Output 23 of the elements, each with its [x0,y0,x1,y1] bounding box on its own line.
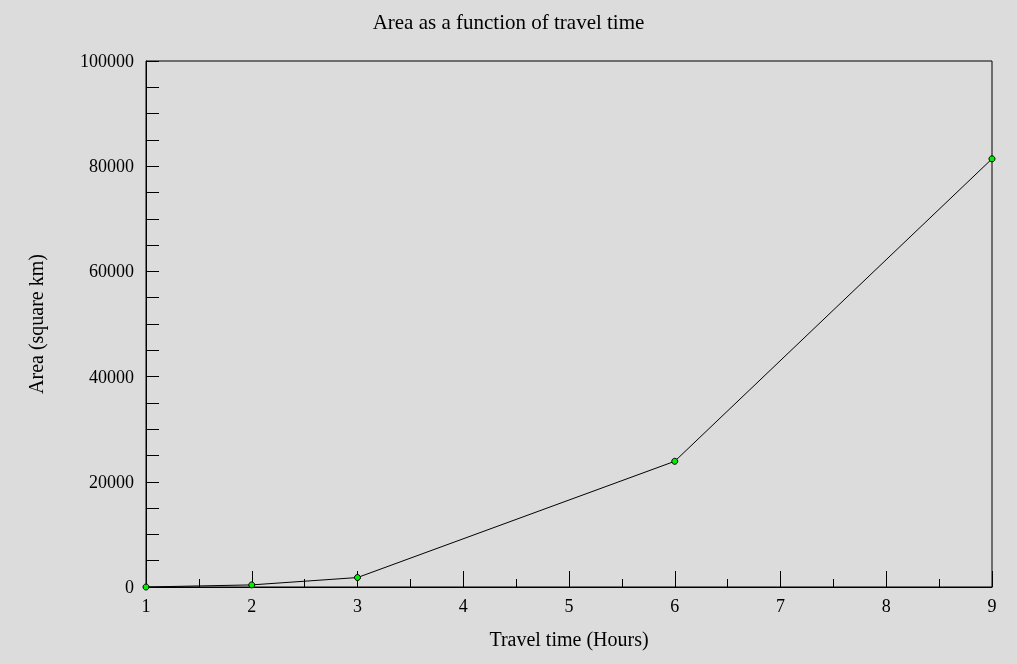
y-tick-label: 100000 [80,51,134,71]
chart-title: Area as a function of travel time [372,9,645,34]
x-tick-label: 4 [458,596,468,616]
x-tick-label: 9 [987,596,997,616]
y-tick-label: 0 [125,577,134,597]
x-tick-label: 1 [141,596,151,616]
x-tick-label: 6 [670,596,680,616]
point [142,583,150,591]
y-axis-title: Area (square km) [25,254,48,394]
point [248,581,256,589]
x-tick-label: 8 [881,596,891,616]
x-axis-title: Travel time (Hours) [489,628,649,651]
point [354,574,361,582]
x-tick-label: 2 [247,596,257,616]
x-tick-label: 3 [353,596,362,616]
point [988,155,996,163]
x-tick-label: 7 [776,596,785,616]
x-tick-label: 5 [564,596,574,616]
y-tick-label: 60000 [89,261,134,282]
y-tick-label: 40000 [89,366,134,387]
y-tick-label: 20000 [89,471,134,492]
point [671,457,679,465]
y-tick-label: 80000 [89,156,134,177]
